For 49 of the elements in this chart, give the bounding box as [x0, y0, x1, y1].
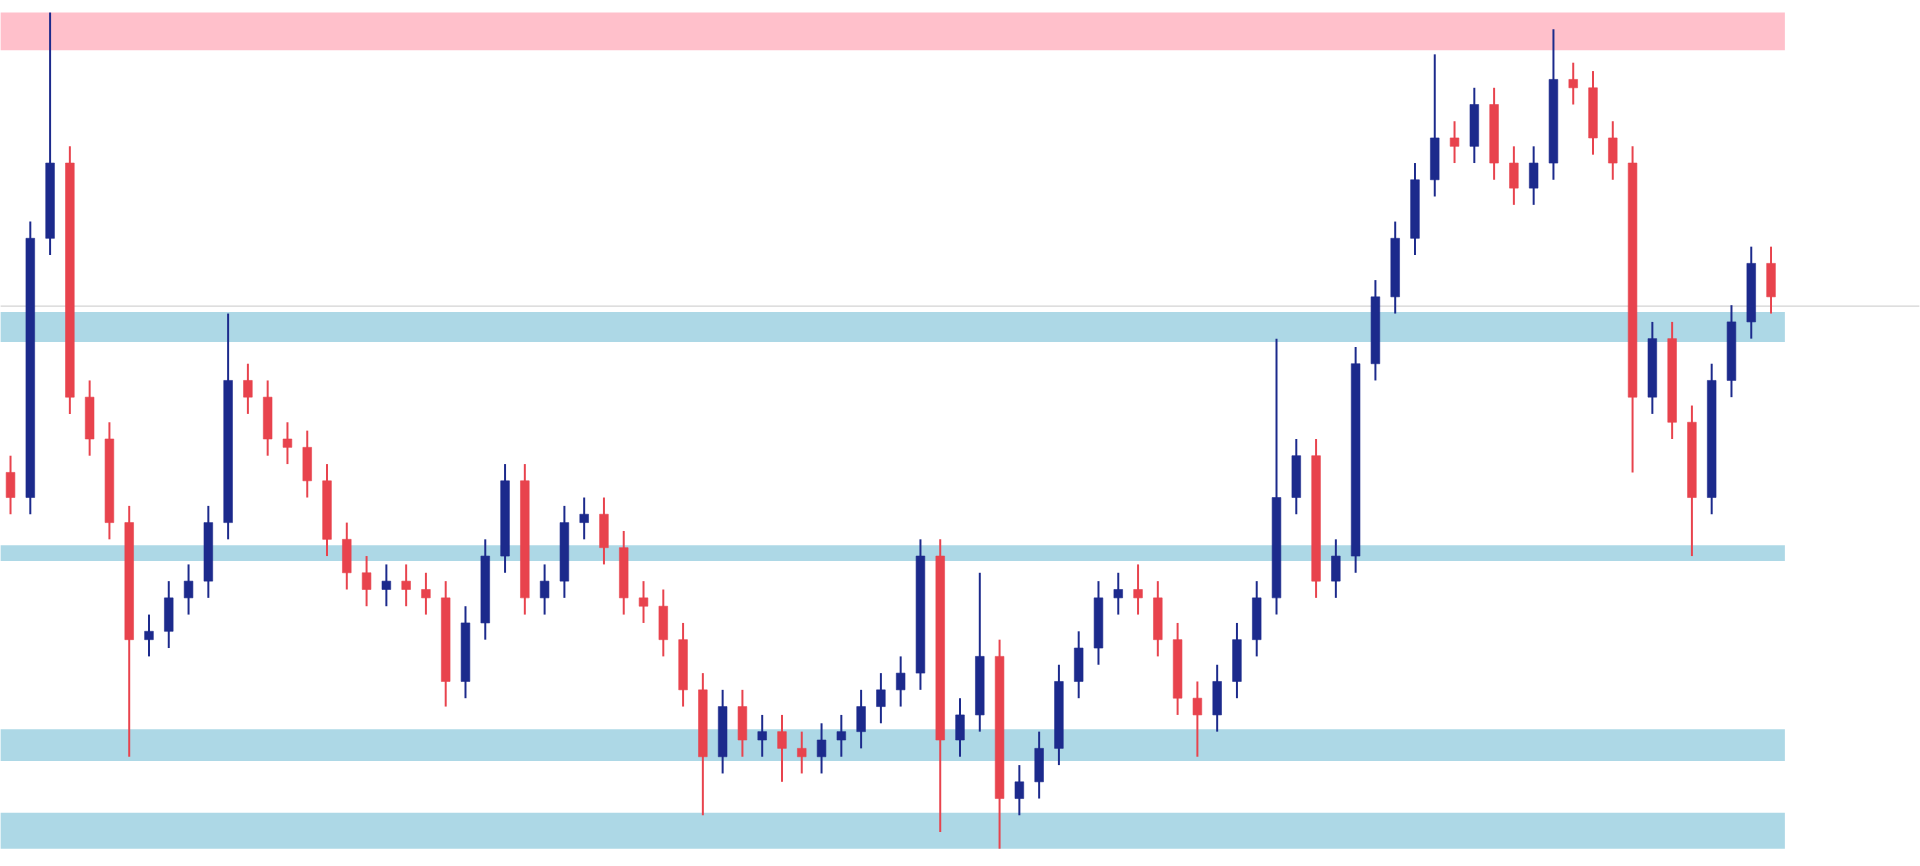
candlestick: [1568, 61, 1578, 106]
candlestick: [1133, 563, 1143, 616]
candlestick: [144, 613, 154, 658]
candlestick: [955, 697, 965, 759]
candlestick: [1014, 764, 1024, 817]
candlestick: [658, 588, 668, 658]
candlestick: [757, 714, 767, 759]
candlestick: [836, 714, 846, 759]
candlestick: [1074, 630, 1084, 700]
candlestick: [1113, 572, 1123, 616]
candlestick: [1529, 145, 1539, 207]
candlestick: [1449, 120, 1460, 165]
candlestick: [856, 689, 866, 750]
candlestick: [1252, 580, 1262, 658]
candlestick: [599, 496, 609, 566]
candlestick: [638, 580, 649, 625]
candlestick: [1509, 145, 1519, 207]
candlestick: [164, 580, 174, 650]
candlestick: [381, 563, 392, 608]
candlestick: [421, 572, 431, 616]
candlestick: [816, 722, 827, 775]
candlestick: [342, 521, 352, 591]
candlestick: [243, 363, 253, 416]
candlestick: [5, 454, 16, 516]
candlestick: [1331, 538, 1341, 600]
candlestick: [1212, 664, 1222, 733]
candlestick: [1034, 730, 1044, 800]
candlestick: [361, 555, 372, 608]
candlestick: [1469, 87, 1479, 165]
candlestick: [1291, 438, 1301, 516]
candlestick: [777, 714, 787, 784]
candlestick: [302, 429, 312, 499]
candlestick: [876, 672, 886, 725]
candlestick: [1430, 53, 1440, 198]
candlestick: [401, 563, 411, 608]
candlestick: [737, 689, 748, 759]
candlestick: [84, 379, 95, 457]
candlestick: [1153, 580, 1163, 658]
candlestick: [282, 421, 293, 466]
candlestick: [1232, 622, 1242, 700]
candlestick: [797, 730, 807, 775]
candlestick: [1608, 120, 1618, 182]
candlestick: [183, 563, 194, 616]
candlestick: [263, 379, 273, 457]
candlestick: [539, 563, 550, 616]
candlestick: [896, 655, 906, 708]
candlestick: [1766, 245, 1776, 315]
candlestick: [579, 496, 589, 541]
candlestick: [1192, 680, 1203, 759]
